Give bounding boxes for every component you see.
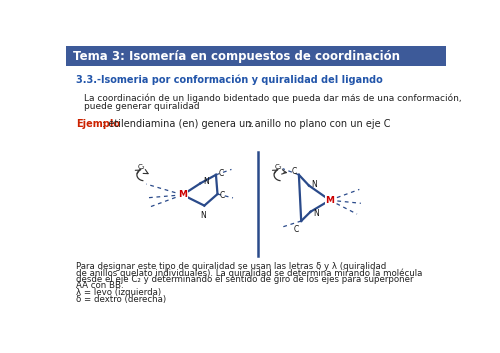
Text: AA con BB.: AA con BB.: [76, 281, 124, 291]
Text: 2: 2: [248, 122, 252, 128]
Text: N: N: [313, 209, 318, 218]
Text: N: N: [200, 211, 206, 220]
Text: C₂: C₂: [275, 164, 282, 170]
Text: puede generar quiralidad: puede generar quiralidad: [84, 102, 200, 112]
Text: C: C: [294, 225, 299, 234]
Text: 3.3.-Isomeria por conformación y quiralidad del ligando: 3.3.-Isomeria por conformación y quirali…: [76, 74, 383, 85]
Text: desde el eje C₂ y determinando el sentido de giro de los ejes para superponer: desde el eje C₂ y determinando el sentid…: [76, 275, 414, 284]
Text: C: C: [218, 169, 224, 178]
Text: .: .: [251, 119, 254, 129]
Text: δ = dextro (derecha): δ = dextro (derecha): [76, 294, 166, 304]
FancyBboxPatch shape: [66, 46, 446, 66]
Text: La coordinación de un ligando bidentado que pueda dar más de una conformación,: La coordinación de un ligando bidentado …: [84, 94, 462, 103]
Text: M: M: [326, 196, 334, 205]
Text: C₂: C₂: [138, 164, 145, 170]
Text: M: M: [178, 190, 187, 199]
Text: de anillos quelato individuales). La quiralidad se determina mirando la molécula: de anillos quelato individuales). La qui…: [76, 268, 423, 278]
Text: λ = levo (izquierda): λ = levo (izquierda): [76, 288, 162, 297]
Text: Para designar este tipo de quiralidad se usan las letras δ y λ (quiralidad: Para designar este tipo de quiralidad se…: [76, 262, 386, 271]
Text: Ejemplo: Ejemplo: [76, 119, 120, 129]
Text: C: C: [292, 167, 296, 176]
Text: C: C: [220, 191, 225, 200]
Text: N: N: [203, 177, 208, 186]
Text: Tema 3: Isomería en compuestos de coordinación: Tema 3: Isomería en compuestos de coordi…: [74, 50, 400, 63]
Text: : etilendiamina (en) genera un anillo no plano con un eje C: : etilendiamina (en) genera un anillo no…: [102, 119, 391, 129]
Text: N: N: [312, 180, 317, 189]
